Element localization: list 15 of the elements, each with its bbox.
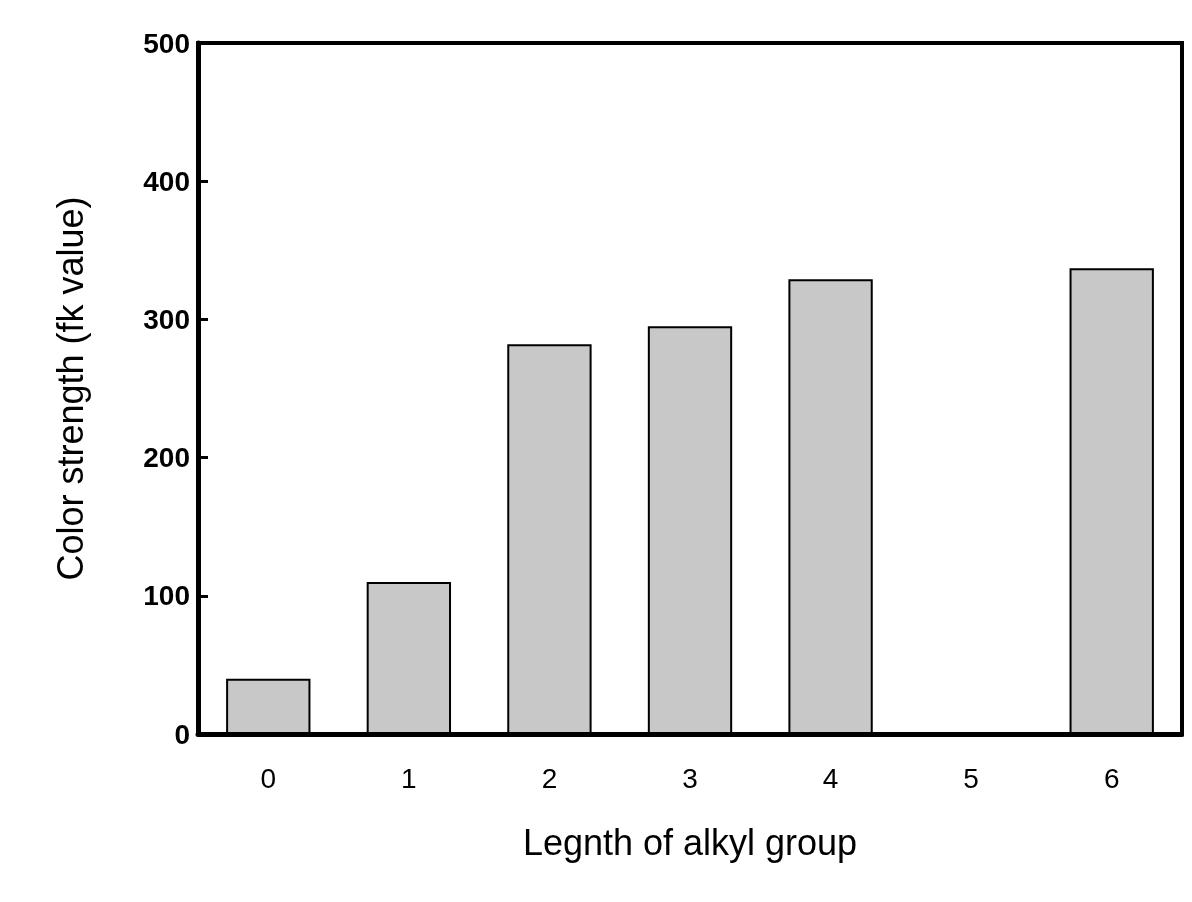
- x-axis-title: Legnth of alkyl group: [522, 821, 858, 863]
- x-tick-label: 4: [822, 762, 839, 794]
- y-tick-label: 100: [143, 580, 190, 612]
- x-tick-label: 2: [541, 762, 558, 794]
- y-axis-title: Color strength (fk value): [49, 196, 91, 581]
- x-tick-label: 6: [1103, 762, 1120, 794]
- y-tick-label: 0: [174, 718, 190, 750]
- y-tick-label: 200: [143, 442, 190, 474]
- y-tick-label: 400: [143, 165, 190, 197]
- x-tick-label: 0: [260, 762, 277, 794]
- x-tick-label: 1: [401, 762, 417, 794]
- x-tick-label: 5: [963, 762, 979, 794]
- x-tick-label: 3: [682, 762, 698, 794]
- y-tick-label: 300: [143, 303, 190, 335]
- y-tick-label: 500: [143, 27, 190, 59]
